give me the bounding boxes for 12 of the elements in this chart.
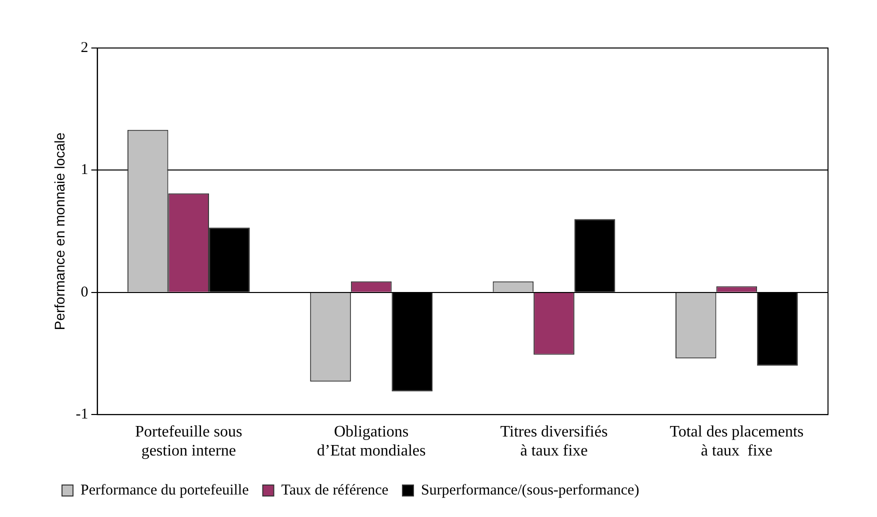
x-tick-label: Titres diversifiés à taux fixe xyxy=(500,423,608,460)
y-axis-title: Performance en monnaie locale xyxy=(51,132,68,330)
legend-label: Performance du portefeuille xyxy=(80,482,250,498)
legend-label: Surperformance/(sous-performance) xyxy=(420,482,640,498)
x-tick-label: Obligations d’Etat mondiales xyxy=(316,423,426,460)
y-tick-label: 0 xyxy=(80,284,88,300)
y-tick-label: 1 xyxy=(80,162,88,178)
x-tick-label: Total des placements à taux fixe xyxy=(670,423,804,460)
legend-label: Taux de référence xyxy=(281,482,389,498)
y-tick-label: 2 xyxy=(80,40,88,56)
y-tick-label: -1 xyxy=(76,406,88,423)
x-tick-label: Portefeuille sous gestion interne xyxy=(135,423,242,460)
